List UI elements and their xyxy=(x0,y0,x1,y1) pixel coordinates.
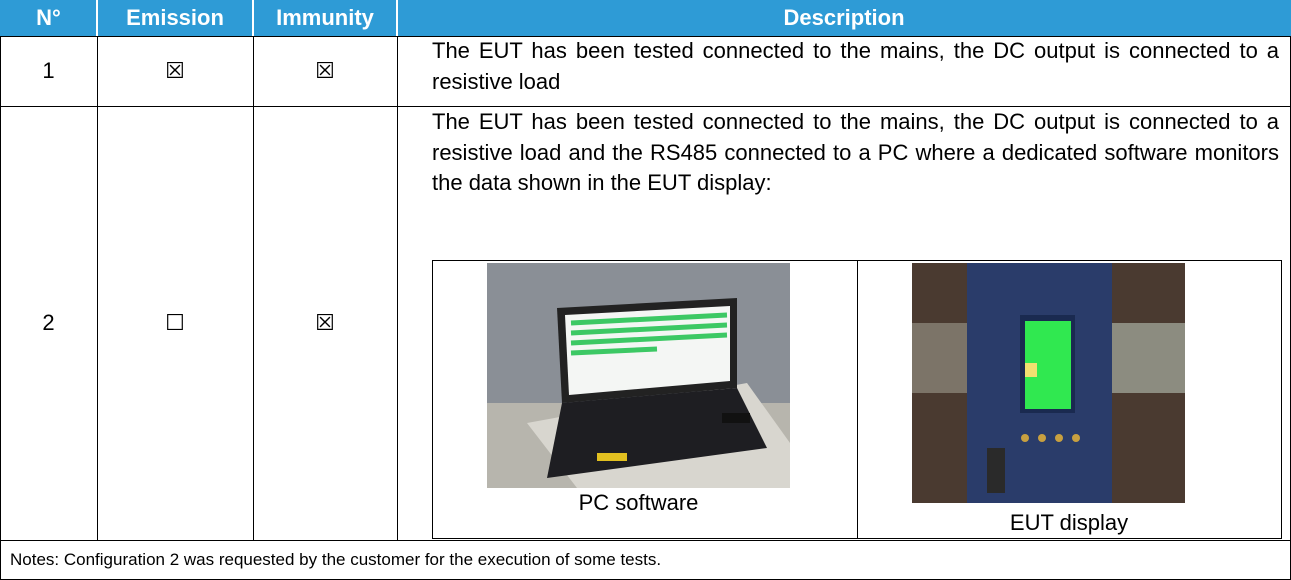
header-cell: Immunity xyxy=(253,0,397,36)
emission-check: ☒ xyxy=(165,58,185,83)
immunity-check: ☒ xyxy=(315,58,335,83)
col-line xyxy=(253,36,254,540)
photo-caption: PC software xyxy=(578,490,699,515)
header-cell: N° xyxy=(0,0,97,36)
emission-check: ☐ xyxy=(165,310,185,335)
header-divider xyxy=(252,0,254,36)
row-number: 1 xyxy=(42,58,55,83)
photo-divider xyxy=(857,260,858,539)
header-cell: Emission xyxy=(97,0,253,36)
description: The EUT has been tested connected to the… xyxy=(432,38,1279,94)
col-line xyxy=(97,36,98,540)
header-divider xyxy=(396,0,398,36)
col-line xyxy=(0,36,1,580)
header-cell: Description xyxy=(397,0,1291,36)
immunity-check: ☒ xyxy=(315,310,335,335)
header-divider xyxy=(96,0,98,36)
notes: Notes: Configuration 2 was requested by … xyxy=(10,549,662,569)
eut-photo xyxy=(912,263,1185,503)
description: The EUT has been tested connected to the… xyxy=(432,109,1279,195)
row-number: 2 xyxy=(42,310,55,335)
row-line xyxy=(0,36,1291,37)
photo-caption: EUT display xyxy=(1009,510,1129,535)
col-line xyxy=(397,36,398,540)
row-line xyxy=(0,106,1291,107)
row-line xyxy=(0,540,1291,541)
pc-photo xyxy=(487,263,790,488)
